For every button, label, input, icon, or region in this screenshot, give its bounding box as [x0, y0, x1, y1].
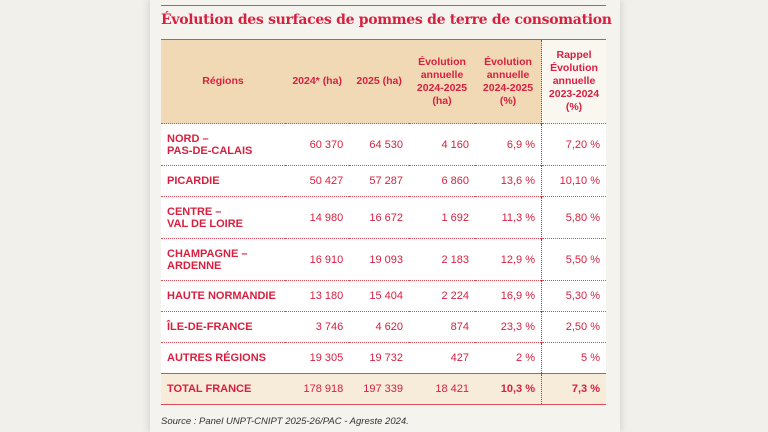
value-cell-evol-ha: 427	[409, 342, 475, 374]
value-cell-evol-ha: 6 860	[409, 165, 475, 197]
source-note: Source : Panel UNPT-CNIPT 2025-26/PAC - …	[161, 416, 409, 427]
header-evol-pct: Évolution annuelle 2024-2025 (%)	[475, 39, 542, 124]
region-cell: CENTRE – VAL DE LOIRE	[161, 196, 285, 239]
value-cell-rappel: 5,30 %	[541, 280, 606, 312]
total-evol-ha: 18 421	[409, 373, 475, 405]
value-cell-evol-ha: 4 160	[409, 123, 475, 166]
value-cell-v2025: 15 404	[349, 280, 409, 312]
value-cell-rappel: 5,80 %	[541, 196, 606, 239]
table-row: PICARDIE 50 427 57 287 6 860 13,6 % 10,10 %	[161, 165, 606, 197]
value-cell-rappel: 5 %	[541, 342, 606, 374]
region-cell: HAUTE NORMANDIE	[161, 280, 285, 312]
surfaces-table: Régions 2024* (ha) 2025 (ha) Évolution a…	[161, 39, 606, 405]
table-title: Évolution des surfaces de pommes de terr…	[161, 12, 612, 28]
table-row: AUTRES RÉGIONS 19 305 19 732 427 2 % 5 %	[161, 342, 606, 374]
value-cell-evol-pct: 12,9 %	[475, 238, 542, 281]
value-cell-rappel: 7,20 %	[541, 123, 606, 166]
table-row: ÎLE-DE-FRANCE 3 746 4 620 874 23,3 % 2,50 %	[161, 311, 606, 343]
value-cell-evol-ha: 2 183	[409, 238, 475, 281]
value-cell-evol-pct: 23,3 %	[475, 311, 542, 343]
region-cell: CHAMPAGNE – ARDENNE	[161, 238, 285, 281]
value-cell-v2024: 16 910	[285, 238, 350, 281]
value-cell-evol-ha: 874	[409, 311, 475, 343]
header-evol-ha: Évolution annuelle 2024-2025 (ha)	[409, 39, 475, 124]
header-2024: 2024* (ha)	[285, 39, 350, 124]
value-cell-v2025: 19 732	[349, 342, 409, 374]
table-row: HAUTE NORMANDIE 13 180 15 404 2 224 16,9 % 5,…	[161, 280, 606, 312]
value-cell-v2024: 14 980	[285, 196, 350, 239]
value-cell-v2024: 50 427	[285, 165, 350, 197]
value-cell-v2024: 13 180	[285, 280, 350, 312]
header-2025: 2025 (ha)	[349, 39, 409, 124]
total-label: TOTAL FRANCE	[161, 373, 285, 405]
value-cell-evol-pct: 13,6 %	[475, 165, 542, 197]
value-cell-rappel: 10,10 %	[541, 165, 606, 197]
article-card: Évolution des surfaces de pommes de terr…	[150, 0, 620, 432]
region-cell: ÎLE-DE-FRANCE	[161, 311, 285, 343]
header-rappel: Rappel Évolution annuelle 2023-2024 (%)	[541, 39, 606, 124]
total-v2025: 197 339	[349, 373, 409, 405]
value-cell-v2025: 57 287	[349, 165, 409, 197]
total-rappel: 7,3 %	[541, 373, 606, 405]
total-v2024: 178 918	[285, 373, 350, 405]
value-cell-v2025: 16 672	[349, 196, 409, 239]
value-cell-evol-pct: 6,9 %	[475, 123, 542, 166]
header-regions: Régions	[161, 39, 285, 124]
value-cell-v2024: 3 746	[285, 311, 350, 343]
value-cell-v2025: 4 620	[349, 311, 409, 343]
value-cell-v2024: 19 305	[285, 342, 350, 374]
value-cell-evol-pct: 16,9 %	[475, 280, 542, 312]
header-row: Régions 2024* (ha) 2025 (ha) Évolution a…	[161, 39, 606, 124]
value-cell-v2025: 64 530	[349, 123, 409, 166]
value-cell-v2024: 60 370	[285, 123, 350, 166]
value-cell-evol-ha: 1 692	[409, 196, 475, 239]
top-divider	[161, 5, 606, 6]
region-cell: PICARDIE	[161, 165, 285, 197]
value-cell-evol-pct: 11,3 %	[475, 196, 542, 239]
table-row: NORD – PAS-DE-CALAIS 60 370 64 530 4 160 6,9 …	[161, 123, 606, 166]
total-row: TOTAL FRANCE 178 918 197 339 18 421 10,3 % 7,…	[161, 373, 606, 405]
total-evol-pct: 10,3 %	[475, 373, 542, 405]
value-cell-evol-ha: 2 224	[409, 280, 475, 312]
value-cell-v2025: 19 093	[349, 238, 409, 281]
value-cell-rappel: 2,50 %	[541, 311, 606, 343]
table-row: CENTRE – VAL DE LOIRE 14 980 16 672 1 692 11,…	[161, 196, 606, 239]
region-cell: NORD – PAS-DE-CALAIS	[161, 123, 285, 166]
table-row: CHAMPAGNE – ARDENNE 16 910 19 093 2 183 12,9 …	[161, 238, 606, 281]
value-cell-evol-pct: 2 %	[475, 342, 542, 374]
region-cell: AUTRES RÉGIONS	[161, 342, 285, 374]
value-cell-rappel: 5,50 %	[541, 238, 606, 281]
